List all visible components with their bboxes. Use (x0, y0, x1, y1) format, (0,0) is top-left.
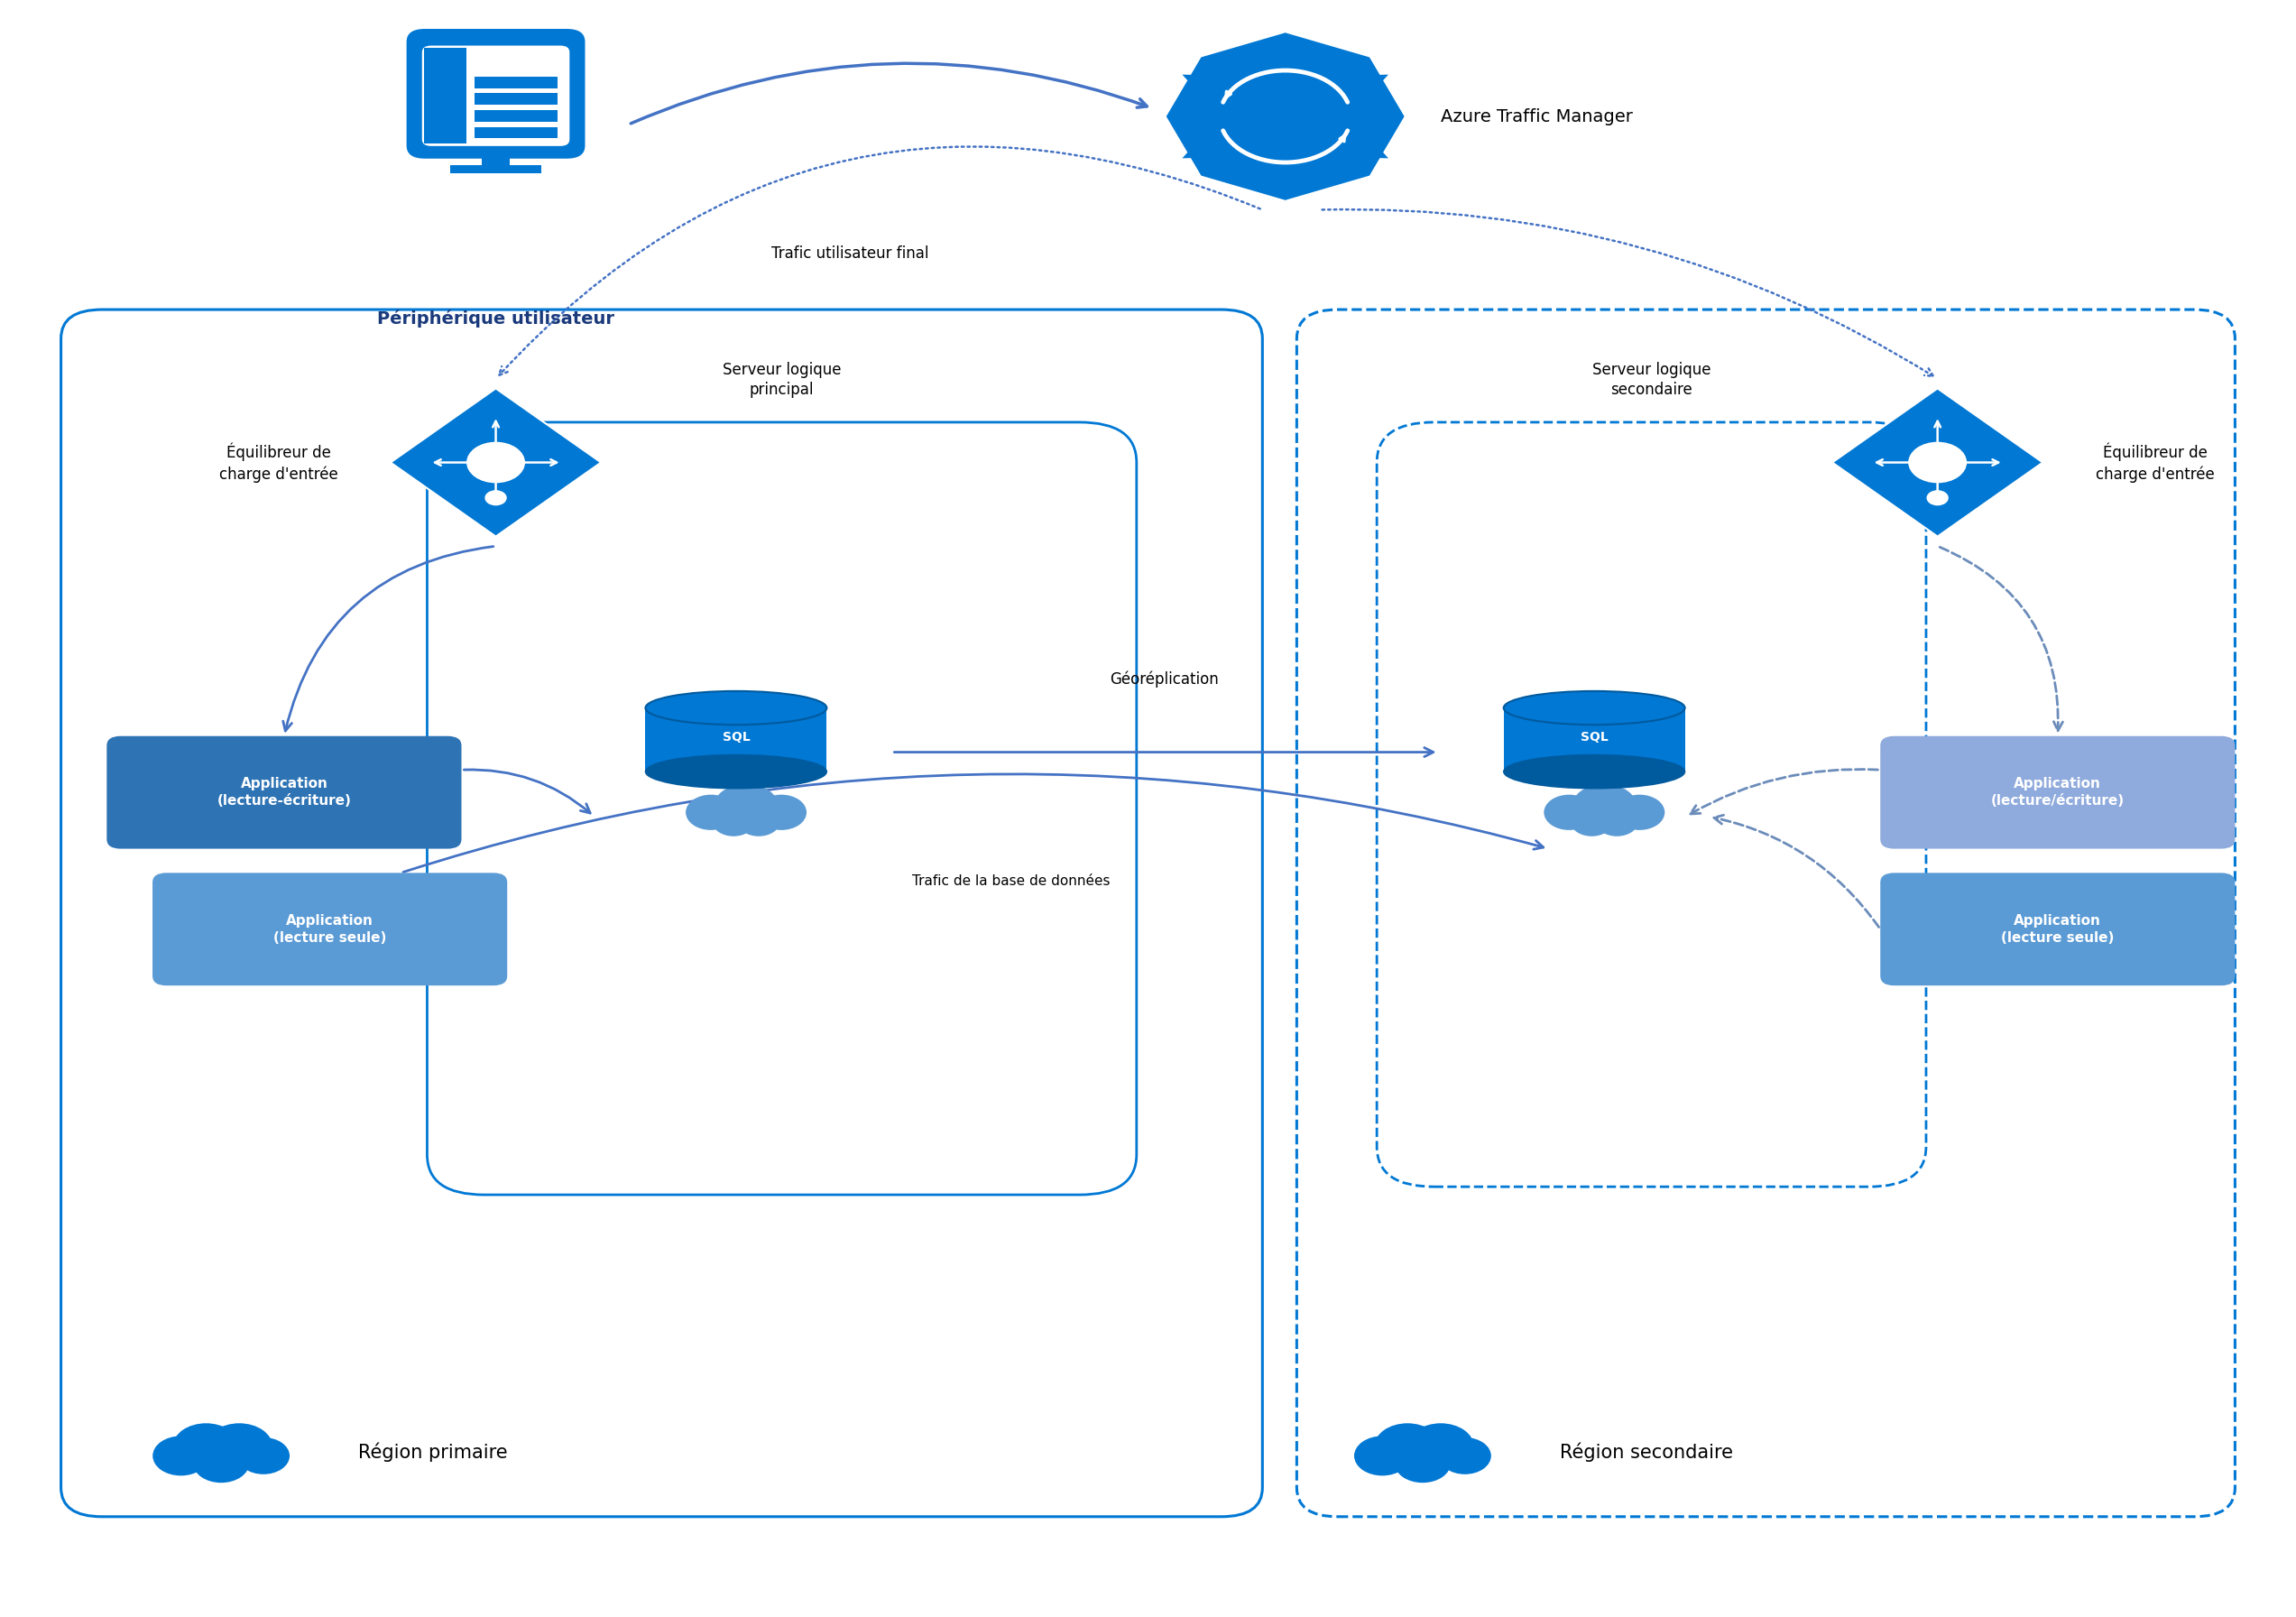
Text: Application
(lecture/écriture): Application (lecture/écriture) (1991, 778, 2124, 808)
FancyBboxPatch shape (106, 736, 461, 849)
Text: Périphérique utilisateur: Périphérique utilisateur (377, 309, 615, 328)
Circle shape (1543, 794, 1593, 830)
Circle shape (172, 1423, 239, 1470)
Text: Application
(lecture-écriture): Application (lecture-écriture) (216, 778, 351, 808)
Circle shape (484, 490, 507, 506)
Circle shape (1570, 807, 1614, 836)
Bar (475, 126, 558, 139)
FancyBboxPatch shape (152, 873, 507, 985)
Text: Trafic utilisateur final: Trafic utilisateur final (771, 246, 930, 262)
Polygon shape (390, 388, 602, 537)
Circle shape (1614, 794, 1665, 830)
Text: Équilibreur de
charge d'entrée: Équilibreur de charge d'entrée (218, 443, 338, 482)
Text: Azure Traffic Manager: Azure Traffic Manager (1442, 108, 1632, 125)
Polygon shape (1832, 388, 2043, 537)
Ellipse shape (1504, 755, 1685, 789)
Circle shape (687, 794, 737, 830)
Text: Serveur logique
principal: Serveur logique principal (723, 362, 840, 398)
Text: SQL: SQL (723, 731, 751, 744)
Bar (425, 49, 466, 144)
Circle shape (193, 1442, 250, 1483)
Bar (475, 110, 558, 121)
Text: Équilibreur de
charge d'entrée: Équilibreur de charge d'entrée (2096, 443, 2213, 482)
Circle shape (714, 784, 778, 830)
Circle shape (236, 1438, 289, 1475)
Circle shape (207, 1423, 273, 1470)
Bar (1504, 708, 1685, 771)
Text: Serveur logique
secondaire: Serveur logique secondaire (1591, 362, 1711, 398)
Bar (450, 165, 542, 173)
Ellipse shape (1504, 690, 1685, 724)
Circle shape (1355, 1436, 1410, 1476)
Circle shape (1570, 784, 1637, 830)
Circle shape (755, 794, 806, 830)
Bar (482, 157, 510, 168)
Circle shape (1394, 1442, 1451, 1483)
Text: Application
(lecture seule): Application (lecture seule) (2002, 914, 2115, 944)
Circle shape (1440, 1438, 1490, 1475)
Circle shape (1407, 1423, 1474, 1470)
FancyBboxPatch shape (1880, 736, 2234, 849)
Ellipse shape (645, 755, 827, 789)
Bar (475, 76, 558, 89)
FancyBboxPatch shape (406, 29, 585, 158)
Text: Trafic de la base de données: Trafic de la base de données (912, 875, 1109, 888)
Text: Région primaire: Région primaire (358, 1442, 507, 1462)
FancyBboxPatch shape (1880, 873, 2234, 985)
Ellipse shape (645, 690, 827, 724)
Text: SQL: SQL (1580, 731, 1607, 744)
Polygon shape (1182, 32, 1389, 201)
Circle shape (1596, 807, 1639, 836)
Bar (645, 708, 827, 771)
Circle shape (1375, 1423, 1442, 1470)
Circle shape (1908, 441, 1968, 483)
Text: Application
(lecture seule): Application (lecture seule) (273, 914, 386, 944)
Circle shape (1926, 490, 1949, 506)
Circle shape (712, 807, 755, 836)
Text: Géoréplication: Géoréplication (1109, 671, 1219, 687)
Text: Région secondaire: Région secondaire (1559, 1442, 1733, 1462)
Circle shape (737, 807, 781, 836)
Polygon shape (1166, 32, 1405, 201)
Circle shape (466, 441, 526, 483)
FancyBboxPatch shape (422, 45, 569, 146)
Circle shape (154, 1436, 209, 1476)
Bar (475, 94, 558, 105)
